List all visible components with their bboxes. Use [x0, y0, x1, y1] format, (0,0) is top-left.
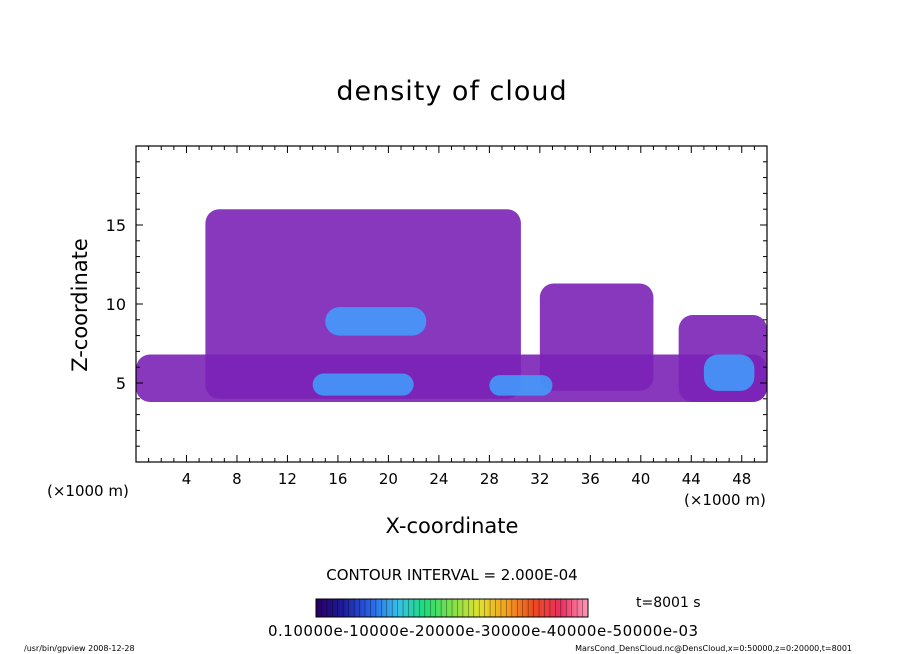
x-tick-label: 12: [278, 470, 297, 488]
x-tick-label: 40: [631, 470, 650, 488]
cloud-region-6: [312, 373, 414, 396]
cloud-region-2: [205, 209, 521, 399]
cloud-region-3: [539, 283, 654, 391]
x-axis-unit: (×1000 m): [684, 491, 766, 509]
x-tick-label: 32: [530, 470, 549, 488]
y-axis-label: Z-coordinate: [68, 238, 92, 372]
x-tick-label: 36: [581, 470, 600, 488]
y-axis-unit: (×1000 m): [47, 482, 129, 500]
cloud-region-7: [489, 375, 553, 396]
time-label: t=8001 s: [636, 595, 701, 611]
y-tick-label: 15: [106, 216, 126, 235]
x-tick-label: 48: [732, 470, 751, 488]
x-axis-label: X-coordinate: [385, 514, 519, 538]
colorbar: [315, 598, 589, 618]
colorbar-frame: [315, 598, 589, 618]
contour-interval: CONTOUR INTERVAL = 2.000E-04: [326, 566, 578, 584]
x-tick-label: 24: [429, 470, 448, 488]
x-tick-label: 28: [480, 470, 499, 488]
y-tick-label: 5: [116, 374, 126, 393]
cloud-region-8: [703, 354, 755, 391]
x-tick-label: 8: [232, 470, 242, 488]
footer-left: /usr/bin/gpview 2008-12-28: [24, 644, 135, 653]
x-tick-label: 20: [379, 470, 398, 488]
y-tick-label: 10: [106, 295, 126, 314]
chart-title: density of cloud: [336, 76, 568, 107]
footer-right: MarsCond_DensCloud.nc@DensCloud,x=0:5000…: [575, 644, 852, 653]
cloud-field: [136, 209, 767, 402]
x-tick-label: 44: [682, 470, 701, 488]
cloud-region-5: [325, 307, 427, 336]
colorbar-labels: 0.10000e-10000e-20000e-30000e-40000e-500…: [268, 622, 699, 640]
x-tick-label: 16: [328, 470, 347, 488]
x-tick-label: 4: [182, 470, 192, 488]
